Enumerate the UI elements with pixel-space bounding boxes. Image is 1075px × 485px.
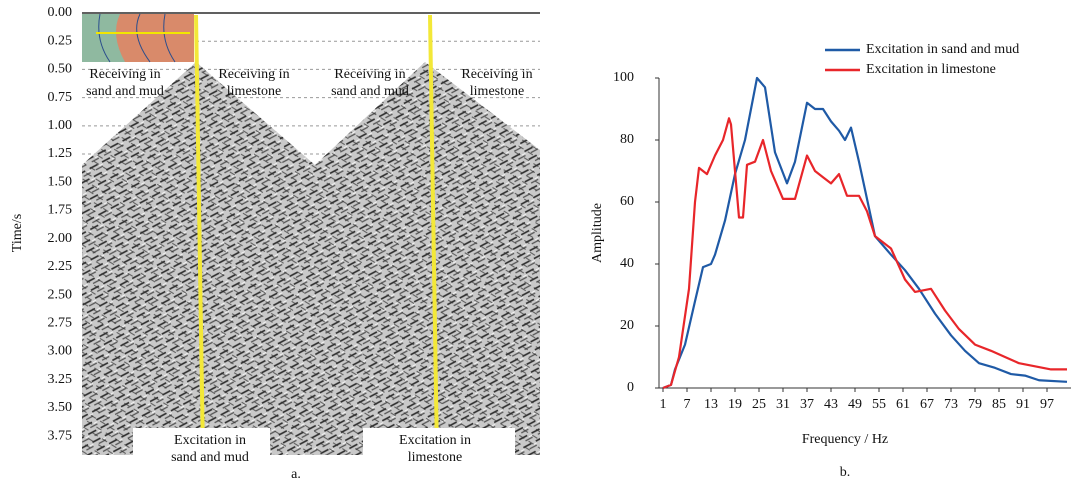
- x-tick-label: 73: [944, 397, 958, 412]
- x-tick-label: 25: [752, 397, 766, 412]
- y-tick-label: 0.25: [48, 33, 73, 48]
- x-tick-label: 43: [824, 397, 838, 412]
- annotation: Receiving in: [218, 67, 289, 82]
- y-tick-label: 2.25: [48, 259, 73, 274]
- excitation-line: [428, 14, 439, 456]
- y-tick-label: 20: [620, 318, 634, 333]
- inset-region: [82, 14, 125, 62]
- y-tick-label: 1.50: [48, 174, 73, 189]
- y-tick-label: 0.50: [48, 62, 73, 77]
- y-tick-label: 3.75: [48, 428, 73, 443]
- label-box: [133, 428, 270, 460]
- x-tick-label: 13: [704, 397, 718, 412]
- annotation: Excitation in: [399, 433, 471, 448]
- x-tick-label: 61: [896, 397, 910, 412]
- x-tick-label: 97: [1040, 397, 1054, 412]
- x-tick-label: 91: [1016, 397, 1030, 412]
- y-tick-label: 0: [627, 380, 634, 395]
- x-tick-label: 19: [728, 397, 742, 412]
- y-tick-label: 3.25: [48, 372, 73, 387]
- y-tick-label: 2.50: [48, 287, 73, 302]
- label-box: [363, 428, 515, 460]
- y-axis-title: Amplitude: [590, 203, 605, 263]
- annotation: Excitation in: [174, 433, 246, 448]
- y-tick-label: 60: [620, 194, 634, 209]
- annotation: limestone: [470, 84, 524, 99]
- y-tick-label: 3.00: [48, 344, 73, 359]
- y-tick-label: 3.50: [48, 400, 73, 415]
- annotation: sand and mud: [171, 450, 249, 465]
- x-tick-label: 67: [920, 397, 934, 412]
- annotation: limestone: [227, 84, 281, 99]
- spectrum-panel: 0 20 40 60 80 100 1 7 13 19 25 31 37 43 49 55 61 67 73 79 85…: [590, 42, 1071, 480]
- y-axis-title: Time/s: [10, 214, 25, 252]
- excitation-line: [194, 14, 205, 456]
- legend-label: Excitation in limestone: [866, 62, 996, 77]
- y-tick-label: 1.75: [48, 203, 73, 218]
- y-tick-label: 40: [620, 256, 634, 271]
- y-tick-label: 0.75: [48, 90, 73, 105]
- series-line: [662, 76, 1068, 390]
- annotation: sand and mud: [331, 84, 409, 99]
- series-line: [662, 117, 1067, 390]
- y-tick-label: 1.25: [48, 146, 73, 161]
- annotation: sand and mud: [86, 84, 164, 99]
- annotation: Receiving in: [461, 67, 532, 82]
- caption: a.: [291, 467, 301, 482]
- seismic-panel: 0.00 0.25 0.50 0.75 1.00 1.25 1.50 1.75 2.00 2.25…: [10, 5, 540, 482]
- y-tick-label: 2.75: [48, 315, 73, 330]
- x-tick-label: 79: [968, 397, 982, 412]
- y-tick-label: 100: [613, 70, 634, 85]
- y-tick-label: 0.00: [48, 5, 73, 20]
- annotation: Receiving in: [334, 67, 405, 82]
- x-tick-label: 1: [660, 397, 667, 412]
- y-tick-label: 1.00: [48, 118, 73, 133]
- legend-label: Excitation in sand and mud: [866, 42, 1019, 57]
- x-tick-label: 49: [848, 397, 862, 412]
- x-tick-label: 55: [872, 397, 886, 412]
- inset-contour: [98, 13, 176, 63]
- x-tick-label: 85: [992, 397, 1006, 412]
- annotation: limestone: [408, 450, 462, 465]
- caption: b.: [840, 465, 851, 480]
- x-axis-title: Frequency / Hz: [802, 432, 888, 447]
- annotation: Receiving in: [89, 67, 160, 82]
- y-tick-label: 80: [620, 132, 634, 147]
- seismic-texture-overlay: [82, 62, 540, 455]
- x-tick-label: 31: [776, 397, 790, 412]
- x-tick-label: 7: [684, 397, 691, 412]
- y-tick-label: 2.00: [48, 231, 73, 246]
- x-tick-label: 37: [800, 397, 814, 412]
